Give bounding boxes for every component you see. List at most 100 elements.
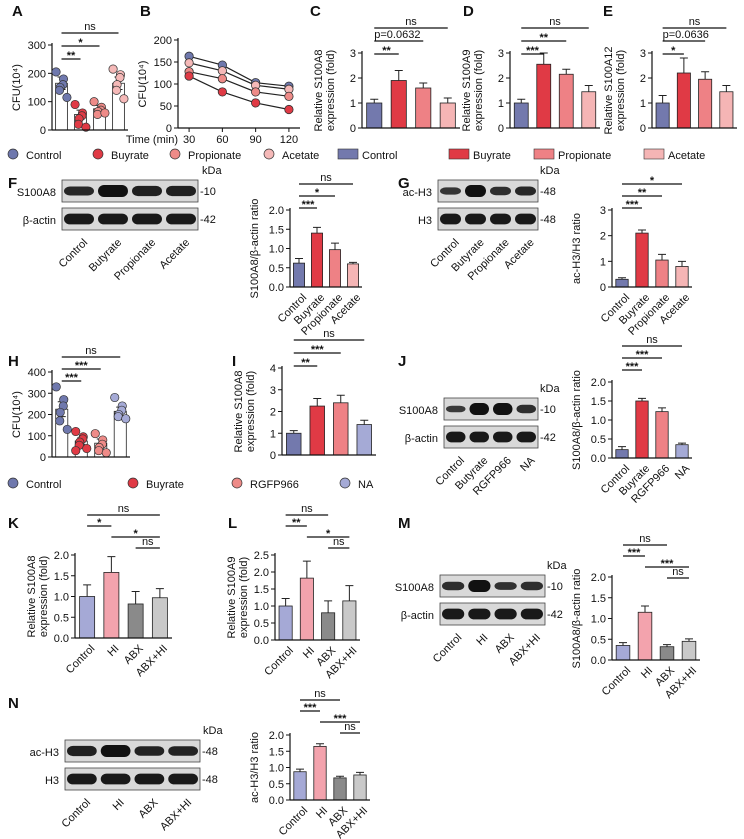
y-tick-label: 1 (498, 98, 504, 110)
significance-label: ns (84, 21, 96, 33)
significance-label: *** (626, 199, 640, 211)
x-tick-label: 120 (280, 134, 298, 146)
y-tick-label: 1 (640, 98, 646, 110)
blot-strip (439, 602, 546, 626)
series-line (188, 71, 289, 97)
blot-row-label: β-actin (23, 215, 56, 227)
y-tick-label: 0.0 (269, 795, 284, 807)
legend-marker (337, 148, 359, 160)
significance-label: ns (301, 503, 313, 515)
y-tick-label: 300 (28, 40, 46, 52)
bar (311, 232, 323, 288)
data-point (51, 382, 61, 392)
y-tick-label: 0.0 (591, 453, 606, 465)
significance-label: *** (302, 199, 316, 211)
blot-kda: -48 (202, 774, 218, 786)
blot-lane-label: NA (518, 454, 538, 474)
data-point (54, 85, 65, 95)
blot-band (465, 185, 486, 197)
kda-header: kDa (203, 725, 223, 737)
y-axis-label: Relative S100A9 (461, 50, 473, 132)
data-point (121, 414, 131, 424)
y-axis-label: ac-H3/H3 ratio (249, 732, 261, 803)
y-tick-label: 0 (350, 123, 356, 135)
error-bar (663, 644, 671, 647)
data-point (92, 109, 103, 119)
significance-label: p=0.0636 (663, 29, 709, 41)
significance-label: *** (626, 361, 640, 373)
error-bar (722, 85, 731, 92)
significance-label: ns (333, 536, 345, 548)
blot-band (440, 187, 461, 195)
bar (719, 91, 734, 129)
y-axis-label: S100A8/β-actin ratio (571, 370, 583, 470)
x-axis-label: Time (min) (126, 134, 178, 146)
data-point (101, 448, 111, 458)
y-tick-label: 0.5 (269, 779, 284, 791)
blot-kda: -10 (200, 186, 216, 198)
panel-letter: N (8, 695, 19, 712)
bar (366, 102, 383, 129)
significance-label: ns (323, 328, 335, 340)
significance-label: ns (405, 16, 417, 28)
panel-letter: G (398, 175, 410, 192)
y-tick-label: 200 (154, 35, 172, 47)
data-point (81, 122, 91, 132)
y-tick-label: 3 (640, 48, 646, 60)
kda-header: kDa (540, 165, 560, 177)
y-tick-label: 1.0 (269, 763, 284, 775)
data-point (100, 108, 110, 118)
error-bar (331, 242, 339, 250)
blot-band (166, 185, 196, 197)
y-tick-label: 1.0 (54, 592, 69, 604)
bar (299, 577, 314, 641)
panel-letter: M (398, 515, 411, 532)
error-bar (701, 71, 710, 80)
blot-band (100, 745, 131, 757)
bar (513, 102, 529, 129)
blot-strip (61, 179, 199, 203)
data-point (55, 416, 65, 426)
legend-marker (92, 148, 104, 160)
bar (675, 266, 689, 288)
bar (309, 405, 325, 456)
blot-band (516, 431, 536, 443)
error-bar (349, 261, 357, 264)
y-tick-label: 2 (270, 407, 276, 419)
legend-marker (7, 148, 19, 160)
y-axis-label: expression (fold) (325, 50, 337, 131)
y-tick-label: 3 (498, 48, 504, 60)
kda-header: kDa (202, 165, 222, 177)
data-point (251, 98, 261, 108)
bar (681, 640, 697, 661)
bar (127, 603, 144, 639)
error-bar (295, 258, 303, 264)
y-tick-label: 1.5 (591, 593, 606, 605)
y-tick-label: 0.0 (269, 282, 284, 294)
error-bar (336, 775, 344, 778)
blot-band (493, 403, 513, 415)
blot-band (465, 213, 486, 225)
error-bar (107, 556, 116, 573)
y-tick-label: 1.5 (54, 571, 69, 583)
y-axis-label: CFU(10⁴) (11, 391, 23, 438)
error-bar (281, 598, 290, 606)
error-bar (316, 743, 324, 747)
y-axis-label: Relative S100A12 (603, 46, 615, 134)
error-bar (641, 605, 649, 613)
legend-label: Propionate (558, 150, 611, 162)
bar (635, 400, 649, 459)
error-bar (658, 95, 667, 103)
blot-band (490, 213, 511, 225)
legend-marker (448, 148, 470, 160)
blot-band (67, 773, 97, 785)
significance-label: ** (638, 187, 647, 199)
bar (675, 444, 689, 459)
y-tick-label: 1.5 (591, 396, 606, 408)
blot-lane-label: HI (111, 797, 127, 813)
significance-label: *** (334, 713, 348, 725)
blot-band (446, 431, 466, 443)
error-bar (313, 397, 322, 407)
significance-label: *** (526, 45, 540, 57)
blot-band (515, 186, 536, 196)
